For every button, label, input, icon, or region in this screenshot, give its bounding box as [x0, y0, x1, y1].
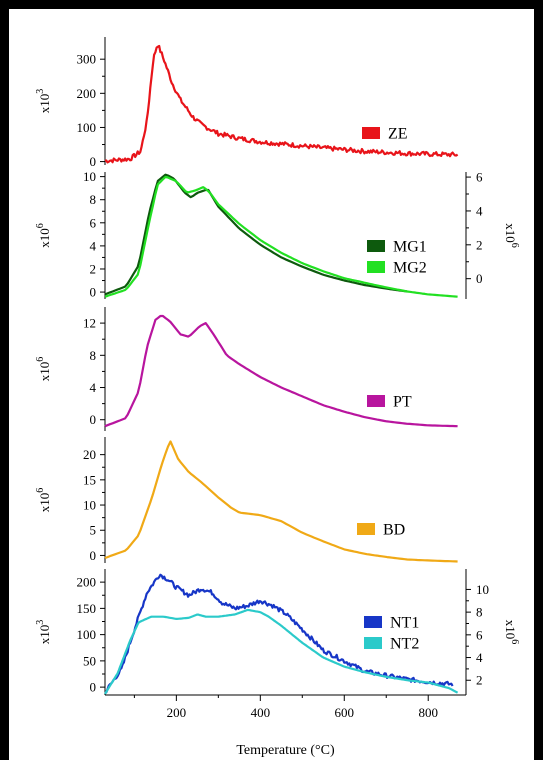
legend-swatch-mg2: [367, 261, 385, 273]
stacked-line-chart: 0100200300x103ZE0246810x1060246x106MG1MG…: [35, 37, 520, 758]
right-tick-label: 4: [476, 203, 483, 218]
right-tick-label: 10: [476, 582, 489, 597]
series-line-pt: [104, 314, 458, 428]
left-tick-label: 8: [90, 192, 97, 207]
left-tick-label: 15: [83, 472, 96, 487]
legend-label-nt1: NT1: [390, 615, 419, 632]
left-tick-label: 20: [83, 447, 96, 462]
series-line-ze: [104, 44, 459, 164]
legend-label-bd: BD: [383, 522, 405, 539]
left-tick-label: 200: [77, 86, 97, 101]
left-tick-label: 4: [90, 238, 97, 253]
left-tick-label: 100: [77, 120, 97, 135]
legend-label-pt: PT: [393, 394, 412, 411]
left-axis-scale-label: x103: [35, 620, 52, 645]
right-axis-scale-label: x106: [503, 223, 520, 248]
x-tick-label: 800: [418, 705, 438, 720]
left-axis-scale-label: x106: [35, 223, 52, 248]
x-tick-label: 400: [251, 705, 271, 720]
left-tick-label: 10: [83, 169, 96, 184]
legend-label-mg1: MG1: [393, 239, 427, 256]
left-tick-label: 200: [77, 575, 97, 590]
legend-swatch-nt2: [364, 637, 382, 649]
right-tick-label: 6: [476, 627, 483, 642]
left-tick-label: 0: [90, 154, 97, 169]
left-tick-label: 0: [90, 548, 97, 563]
left-tick-label: 5: [90, 523, 97, 538]
legend-label-ze: ZE: [388, 126, 408, 143]
figure-frame: 0 100 200 300 x103 ZE 0 2 4 6 8 10 x106 0 2 4 6 x106 MG1 MG…: [9, 9, 534, 760]
x-tick-label: 200: [167, 705, 187, 720]
x-tick-label: 600: [335, 705, 355, 720]
left-tick-label: 0: [90, 412, 97, 427]
series-line-nt2: [104, 608, 459, 695]
series-line-mg1: [104, 173, 408, 296]
right-tick-label: 0: [476, 271, 483, 286]
legend-label-mg2: MG2: [393, 260, 427, 277]
left-axis-scale-label: x106: [35, 488, 52, 513]
right-tick-label: 4: [476, 650, 483, 665]
left-tick-label: 2: [90, 261, 97, 276]
left-tick-label: 150: [77, 601, 97, 616]
series-line-bd: [104, 440, 458, 563]
left-tick-label: 8: [90, 348, 97, 363]
left-tick-label: 50: [83, 653, 96, 668]
left-axis-scale-label: x103: [35, 89, 52, 114]
left-tick-label: 0: [90, 285, 97, 300]
right-tick-label: 8: [476, 605, 483, 620]
series-line-nt1: [104, 573, 454, 694]
right-tick-label: 2: [476, 237, 483, 252]
right-axis-scale-label: x106: [503, 620, 520, 645]
left-axis-scale-label: x106: [35, 357, 52, 382]
left-tick-label: 10: [83, 498, 96, 513]
left-tick-label: 4: [90, 380, 97, 395]
legend-swatch-ze: [362, 127, 380, 139]
left-tick-label: 6: [90, 215, 97, 230]
right-tick-label: 2: [476, 673, 483, 688]
legend-label-nt2: NT2: [390, 636, 419, 653]
left-tick-label: 100: [77, 627, 97, 642]
left-tick-label: 0: [90, 680, 97, 695]
left-tick-label: 300: [77, 52, 97, 67]
legend-swatch-pt: [367, 395, 385, 407]
legend-swatch-bd: [357, 523, 375, 535]
right-tick-label: 6: [476, 170, 483, 185]
legend-swatch-mg1: [367, 240, 385, 252]
series-line-mg2: [104, 175, 458, 298]
left-tick-label: 12: [83, 316, 96, 331]
legend-swatch-nt1: [364, 616, 382, 628]
x-axis-title: Temperature (°C): [236, 743, 335, 758]
